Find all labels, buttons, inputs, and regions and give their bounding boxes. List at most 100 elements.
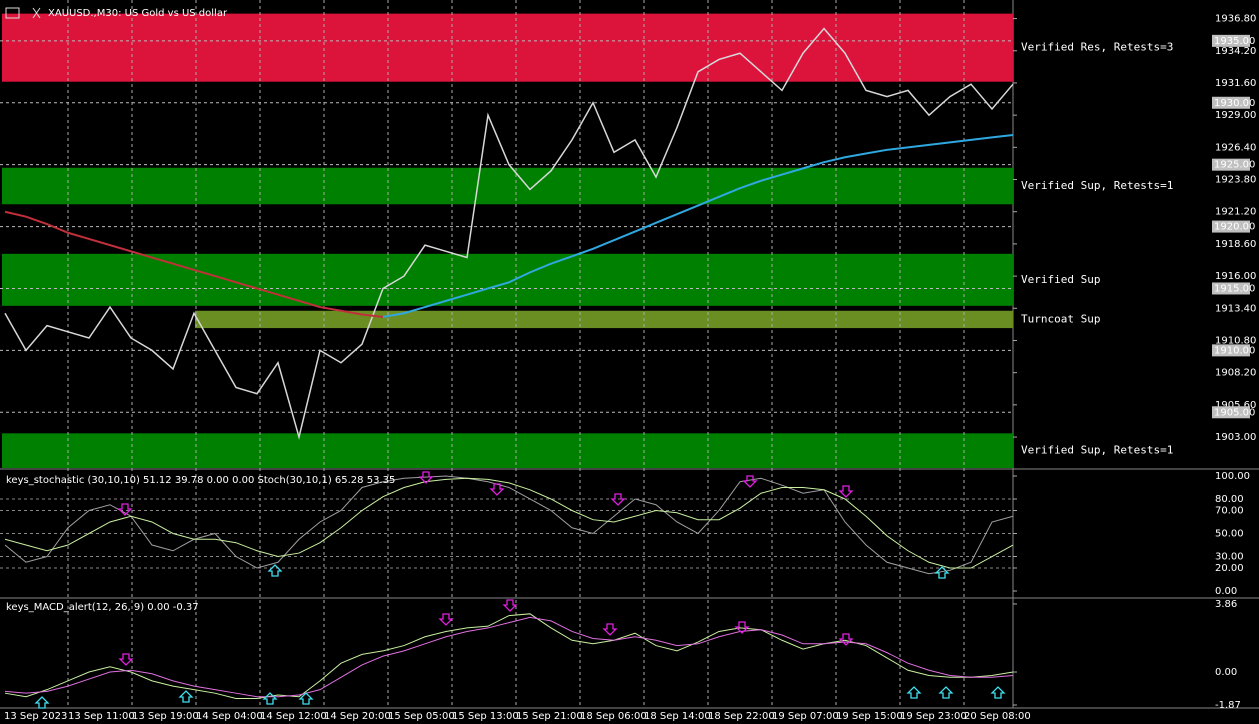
x-tick-label: 15 Sep 13:00 xyxy=(452,711,519,722)
up-arrow xyxy=(262,692,278,705)
y-tick-label: 1936.80 xyxy=(1215,14,1256,25)
series-line xyxy=(382,133,1014,318)
level-box xyxy=(1212,96,1250,109)
x-tick-label: 14 Sep 04:00 xyxy=(196,711,263,722)
y-tick-label: 1921.20 xyxy=(1215,207,1256,218)
x-tick-label: 18 Sep 14:00 xyxy=(644,711,711,722)
level-box xyxy=(1212,34,1250,47)
level-label: 1925.00 xyxy=(1214,160,1255,171)
y-tick-label: 1926.40 xyxy=(1215,142,1256,153)
y-tick-label: 1916.00 xyxy=(1215,271,1256,282)
y-tick-label: 0.00 xyxy=(1215,586,1237,597)
zone xyxy=(2,433,1013,468)
y-tick-label: 1905.60 xyxy=(1215,400,1256,411)
y-tick-label: 3.86 xyxy=(1215,599,1237,610)
down-arrow xyxy=(602,623,618,636)
zone-label: Verified Sup, Retests=1 xyxy=(1021,179,1173,192)
y-tick-label: 80.00 xyxy=(1215,494,1244,505)
y-tick-label: 70.00 xyxy=(1215,505,1244,516)
x-tick-label: 13 Sep 2023 xyxy=(4,711,67,722)
down-arrow xyxy=(118,653,134,666)
up-arrow xyxy=(990,686,1006,699)
y-tick-label: 1931.60 xyxy=(1215,78,1256,89)
series-line xyxy=(4,475,1014,575)
down-arrow xyxy=(838,485,854,498)
zone-label: Verified Res, Retests=3 xyxy=(1021,41,1173,54)
up-arrow xyxy=(906,686,922,699)
series-line xyxy=(4,613,1014,699)
x-tick-label: 13 Sep 11:00 xyxy=(68,711,135,722)
y-tick-label: 1934.20 xyxy=(1215,46,1256,57)
series-line xyxy=(4,477,1014,569)
y-tick-label: 30.00 xyxy=(1215,552,1244,563)
chart-icon xyxy=(5,7,20,19)
up-arrow xyxy=(934,566,950,579)
down-arrow xyxy=(734,621,750,634)
level-label: 1915.00 xyxy=(1214,283,1255,294)
y-tick-label: 0.00 xyxy=(1215,667,1237,678)
level-box xyxy=(1212,344,1250,357)
up-arrow xyxy=(938,686,954,699)
x-tick-label: 13 Sep 19:00 xyxy=(132,711,199,722)
down-arrow xyxy=(742,475,758,488)
zone-label: Verified Sup xyxy=(1021,273,1100,286)
zone-label: Turncoat Sup xyxy=(1021,312,1100,325)
y-tick-label: -1.87 xyxy=(1215,700,1241,711)
zone-label: Verified Sup, Retests=1 xyxy=(1021,444,1173,457)
y-tick-label: 1918.60 xyxy=(1215,239,1256,250)
level-label: 1905.00 xyxy=(1214,407,1255,418)
x-tick-label: 15 Sep 21:00 xyxy=(516,711,583,722)
level-label: 1930.00 xyxy=(1214,98,1255,109)
zone xyxy=(2,167,1013,205)
up-arrow xyxy=(178,690,194,703)
level-box xyxy=(1212,158,1250,171)
x-tick-label: 18 Sep 06:00 xyxy=(580,711,647,722)
chart-title: XAUUSD.,M30: US Gold vs US dollar xyxy=(48,8,228,19)
x-tick-label: 15 Sep 05:00 xyxy=(388,711,455,722)
y-tick-label: 1903.00 xyxy=(1215,432,1256,443)
x-tick-label: 14 Sep 12:00 xyxy=(260,711,327,722)
y-tick-label: 1910.80 xyxy=(1215,335,1256,346)
x-tick-label: 19 Sep 15:00 xyxy=(836,711,903,722)
x-tick-label: 20 Sep 08:00 xyxy=(964,711,1031,722)
y-tick-label: 1929.00 xyxy=(1215,110,1256,121)
y-tick-label: 20.00 xyxy=(1215,563,1244,574)
zone xyxy=(2,13,1013,82)
y-tick-label: 1913.40 xyxy=(1215,303,1256,314)
x-tick-label: 19 Sep 07:00 xyxy=(772,711,839,722)
y-tick-label: 50.00 xyxy=(1215,529,1244,540)
down-arrow xyxy=(838,633,854,646)
series-line xyxy=(4,210,384,318)
x-tick-label: 14 Sep 20:00 xyxy=(324,711,391,722)
up-arrow xyxy=(298,692,314,705)
y-tick-label: 100.00 xyxy=(1215,471,1250,482)
up-arrow xyxy=(34,696,50,709)
zone xyxy=(195,310,1013,329)
level-label: 1920.00 xyxy=(1214,222,1255,233)
series-line xyxy=(4,27,1014,441)
level-box xyxy=(1212,406,1250,419)
x-tick-label: 19 Sep 23:00 xyxy=(900,711,967,722)
down-arrow xyxy=(489,483,505,496)
down-arrow xyxy=(610,493,626,506)
x-tick-label: 18 Sep 22:00 xyxy=(708,711,775,722)
panel-title: keys_stochastic (30,10,10) 51.12 39.78 0… xyxy=(6,475,395,486)
level-box xyxy=(1212,282,1250,295)
up-arrow xyxy=(267,564,283,577)
down-arrow xyxy=(418,471,434,484)
level-label: 1910.00 xyxy=(1214,345,1255,356)
down-arrow xyxy=(438,613,454,626)
down-arrow xyxy=(117,503,133,516)
down-arrow xyxy=(502,599,518,612)
y-tick-label: 1908.20 xyxy=(1215,368,1256,379)
series-line xyxy=(4,616,1014,698)
level-label: 1935.00 xyxy=(1214,36,1255,47)
zone xyxy=(2,253,1013,306)
y-tick-label: 1923.80 xyxy=(1215,175,1256,186)
mode-icon xyxy=(32,7,41,19)
level-box xyxy=(1212,220,1250,233)
